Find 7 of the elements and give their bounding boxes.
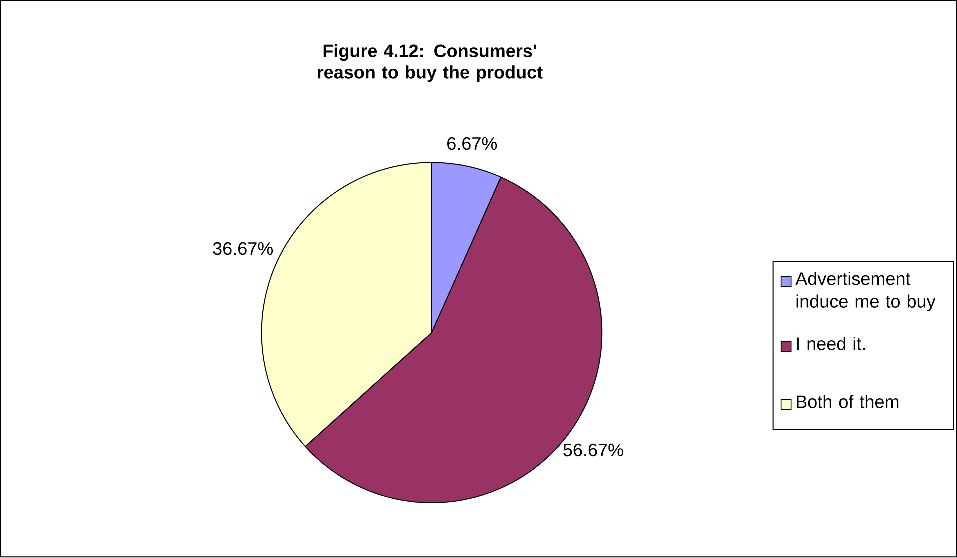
legend-label: Advertisement induce me to buy	[796, 272, 936, 312]
data-label: 36.67%	[213, 242, 274, 256]
legend-label: I need it.	[797, 337, 866, 351]
data-label: 6.67%	[448, 138, 498, 150]
data-label: 56.67%	[564, 444, 624, 457]
chart-title: Figure 4.12: Consumers' reason to buy the product	[318, 44, 543, 83]
legend-label: Both of them	[797, 395, 899, 409]
